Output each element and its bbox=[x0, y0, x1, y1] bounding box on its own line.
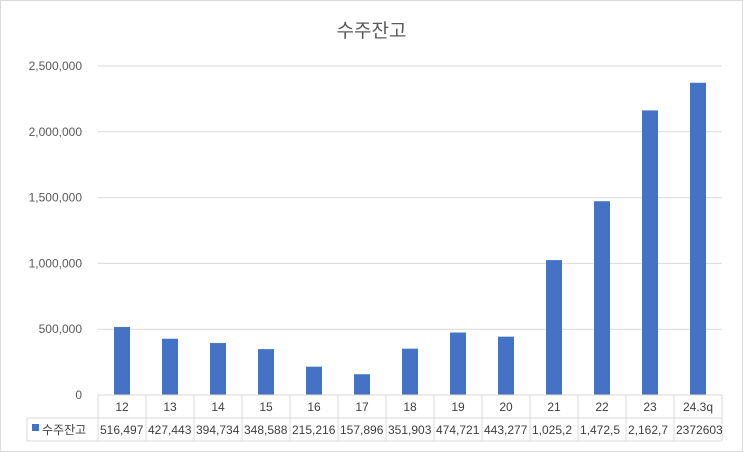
x-tick-label: 13 bbox=[163, 400, 177, 414]
x-tick-label: 24.3q bbox=[683, 400, 713, 414]
x-tick-label: 16 bbox=[307, 400, 321, 414]
y-tick-label: 1,000,000 bbox=[29, 256, 83, 270]
bar-19 bbox=[450, 332, 466, 395]
table-value-cell: 348,588 bbox=[244, 423, 288, 437]
bar-15 bbox=[258, 349, 274, 395]
x-tick-label: 15 bbox=[259, 400, 273, 414]
table-value-cell: 427,443 bbox=[148, 423, 192, 437]
table-value-cell: 157,896 bbox=[340, 423, 384, 437]
y-tick-label: 2,500,000 bbox=[29, 59, 83, 73]
x-tick-label: 20 bbox=[499, 400, 513, 414]
y-tick-label: 1,500,000 bbox=[29, 191, 83, 205]
y-tick-label: 500,000 bbox=[39, 322, 83, 336]
x-tick-label: 12 bbox=[115, 400, 129, 414]
x-tick-label: 23 bbox=[643, 400, 657, 414]
bar-23 bbox=[642, 110, 658, 396]
legend-key bbox=[32, 424, 39, 431]
bar-14 bbox=[210, 343, 226, 395]
data-table: 12 516,497 13 427,443 14 394,734 15 348,588 16 21… bbox=[26, 394, 723, 442]
y-tick-label: 2,000,000 bbox=[29, 125, 83, 139]
gridlines bbox=[98, 65, 722, 330]
table-value-cell: 1,472,5 bbox=[580, 423, 620, 437]
bar-21 bbox=[546, 260, 562, 395]
table-value-cell: 2,162,7 bbox=[628, 423, 668, 437]
table-value-cell: 443,277 bbox=[484, 423, 528, 437]
x-tick-label: 14 bbox=[211, 400, 225, 414]
table-value-cell: 516,497 bbox=[100, 423, 144, 437]
x-tick-label: 19 bbox=[451, 400, 465, 414]
bar-24.3q bbox=[690, 82, 706, 395]
table-value-cell: 215,216 bbox=[292, 423, 336, 437]
bar-18 bbox=[402, 348, 418, 395]
table-value-cell: 351,903 bbox=[388, 423, 432, 437]
bars bbox=[114, 82, 706, 396]
y-axis-ticks: 0 500,000 1,000,000 1,500,000 2,000,000 2,500… bbox=[29, 59, 83, 402]
bar-17 bbox=[354, 374, 370, 395]
x-tick-label: 18 bbox=[403, 400, 417, 414]
table-value-cell: 2372603 bbox=[676, 423, 723, 437]
chart-title: 수주잔고 bbox=[336, 20, 407, 42]
x-tick-label: 17 bbox=[355, 400, 369, 414]
x-tick-label: 22 bbox=[595, 400, 609, 414]
table-value-cell: 474,721 bbox=[436, 423, 480, 437]
table-value-cell: 394,734 bbox=[196, 423, 240, 437]
legend-label: 수주잔고 bbox=[42, 423, 86, 437]
bar-22 bbox=[594, 201, 610, 395]
bar-13 bbox=[162, 338, 178, 395]
table-value-cell: 1,025,2 bbox=[532, 423, 572, 437]
y-tick-label: 0 bbox=[75, 388, 82, 402]
bar-20 bbox=[498, 336, 514, 395]
x-tick-label: 21 bbox=[547, 400, 561, 414]
bar-16 bbox=[306, 366, 322, 395]
bar-12 bbox=[114, 327, 130, 395]
